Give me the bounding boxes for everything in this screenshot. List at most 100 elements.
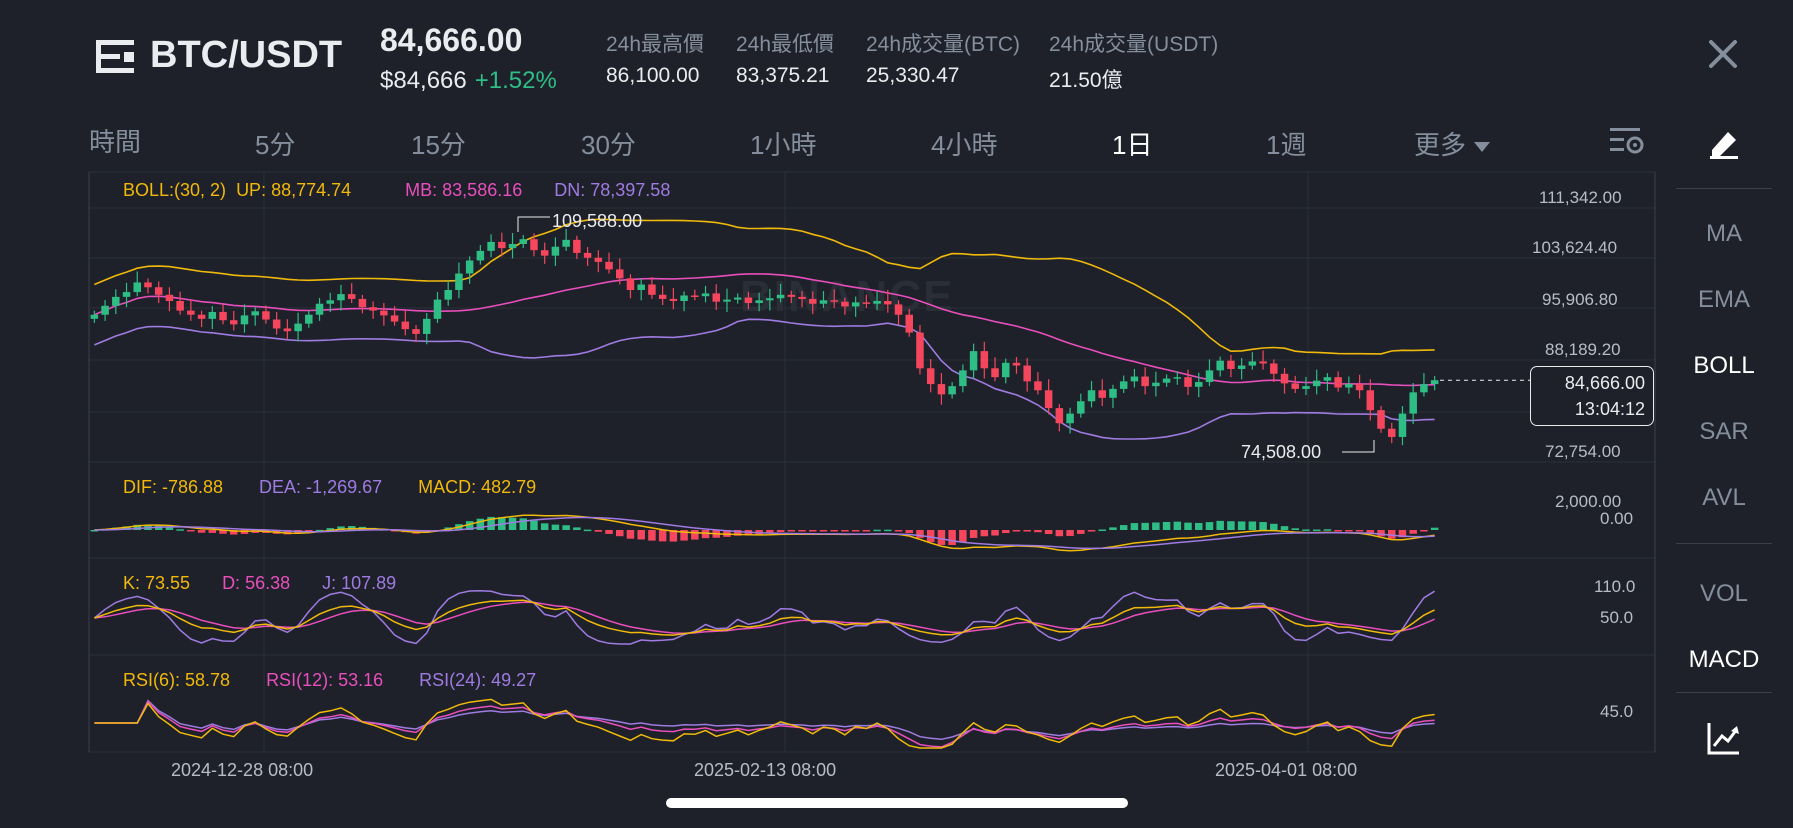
sidebar-item-boll[interactable]: BOLL (1693, 352, 1755, 379)
candle-body (144, 282, 152, 288)
macd-dea-line (94, 516, 1435, 550)
tab-1h[interactable]: 1小時 (750, 130, 817, 160)
chart-mode-icon[interactable] (1706, 720, 1742, 756)
stat-label-low: 24h最低價 (736, 33, 835, 56)
candle-body (1345, 384, 1353, 388)
sidebar-item-ema[interactable]: EMA (1697, 286, 1750, 313)
sidebar-divider (1676, 188, 1772, 189)
macd-bar (926, 530, 935, 543)
candle-body (712, 293, 721, 302)
candle-body (851, 302, 860, 307)
candle-body (884, 300, 892, 305)
kdj-j-value: J: 107.89 (322, 573, 397, 593)
macd-bar (1066, 530, 1074, 536)
macd-bar (841, 530, 849, 532)
candle-body (733, 297, 742, 300)
kdj-pane (93, 589, 1435, 645)
candle-body (926, 368, 935, 385)
close-icon[interactable] (1705, 36, 1741, 72)
macd-bar (1430, 527, 1439, 530)
macd-bar (969, 530, 978, 538)
candle-body (755, 300, 763, 304)
candle-body (487, 241, 495, 251)
price-axis-label: 103,624.40 (1532, 238, 1618, 257)
tab-more[interactable]: 更多 (1414, 125, 1491, 162)
candle-body (540, 250, 549, 256)
macd-bar (916, 530, 924, 538)
sidebar-divider (1676, 543, 1772, 544)
chevron-down-icon (1474, 142, 1491, 153)
macd-bar (1291, 528, 1300, 530)
candle-body (562, 239, 570, 247)
tab-15m[interactable]: 15分 (411, 130, 466, 160)
candle-body (1012, 362, 1021, 366)
tab-4h[interactable]: 4小時 (931, 130, 998, 160)
tab-5m[interactable]: 5分 (255, 130, 296, 160)
candle-body (1355, 384, 1364, 391)
candle-body (465, 260, 474, 274)
chart-settings-icon[interactable] (1610, 126, 1644, 154)
candle-body (498, 241, 506, 249)
candle-body (862, 302, 871, 304)
candle-body (1023, 365, 1031, 382)
stat-value-volume-btc: 25,330.47 (866, 64, 960, 87)
macd-axis-label: 2,000.00 (1555, 492, 1622, 511)
sidebar-item-macd[interactable]: MACD (1688, 646, 1760, 673)
candle-body (969, 351, 978, 371)
candle-body (1077, 401, 1085, 414)
macd-bar (648, 530, 656, 541)
macd-bar (798, 530, 806, 532)
macd-bar (326, 528, 335, 530)
macd-bar (1323, 529, 1332, 531)
tab-time[interactable]: 時間 (89, 127, 142, 157)
macd-bar (669, 530, 678, 542)
tab-1d[interactable]: 1日 (1112, 130, 1153, 160)
candle-body (187, 310, 195, 315)
sidebar-item-vol[interactable]: VOL (1699, 580, 1749, 607)
candle-body (1291, 383, 1300, 389)
macd-bar (1087, 530, 1096, 532)
macd-bar (219, 530, 227, 534)
stat-value-volume-usdt: 21.50億 (1049, 69, 1123, 92)
candle-body (347, 294, 356, 299)
candle-body (240, 315, 249, 325)
macd-bar (1387, 530, 1396, 539)
macd-bar (90, 530, 99, 532)
sidebar-item-sar[interactable]: SAR (1699, 418, 1749, 445)
macd-bar (583, 529, 592, 532)
candle-body (122, 292, 131, 297)
trading-pair-title[interactable]: BTC/USDT (150, 34, 343, 76)
candle-body (959, 370, 967, 387)
candle-body (1227, 360, 1235, 369)
rsi6-line (94, 698, 1435, 749)
candle-body (337, 294, 345, 301)
tab-1w[interactable]: 1週 (1266, 130, 1307, 160)
candle-body (841, 301, 849, 307)
macd-bar (1012, 530, 1021, 532)
candle-body (229, 320, 238, 325)
menu-icon[interactable] (96, 40, 134, 74)
candle-body (1087, 390, 1096, 402)
candle-body (358, 298, 367, 308)
candle-body (948, 386, 956, 395)
sidebar-item-avl[interactable]: AVL (1702, 484, 1746, 511)
macd-bar (680, 530, 688, 541)
rsi6-value: RSI(6): 58.78 (123, 670, 231, 690)
candle-countdown: 13:04:12 (1574, 399, 1645, 419)
macd-bar (187, 530, 195, 532)
candle-body (455, 273, 463, 290)
macd-bar (905, 530, 914, 534)
tab-30m[interactable]: 30分 (581, 130, 636, 160)
macd-bar (637, 530, 645, 540)
candle-body (787, 294, 796, 297)
macd-axis-label: 0.00 (1600, 509, 1634, 528)
macd-histogram-value: MACD: 482.79 (418, 477, 537, 497)
candle-body (798, 296, 806, 299)
sidebar-divider (1676, 692, 1772, 693)
candle-body (680, 295, 688, 301)
draw-tool-icon[interactable] (1706, 124, 1742, 160)
candle-body (594, 257, 603, 262)
macd-bar (176, 529, 184, 531)
sidebar-item-ma[interactable]: MA (1706, 220, 1742, 247)
